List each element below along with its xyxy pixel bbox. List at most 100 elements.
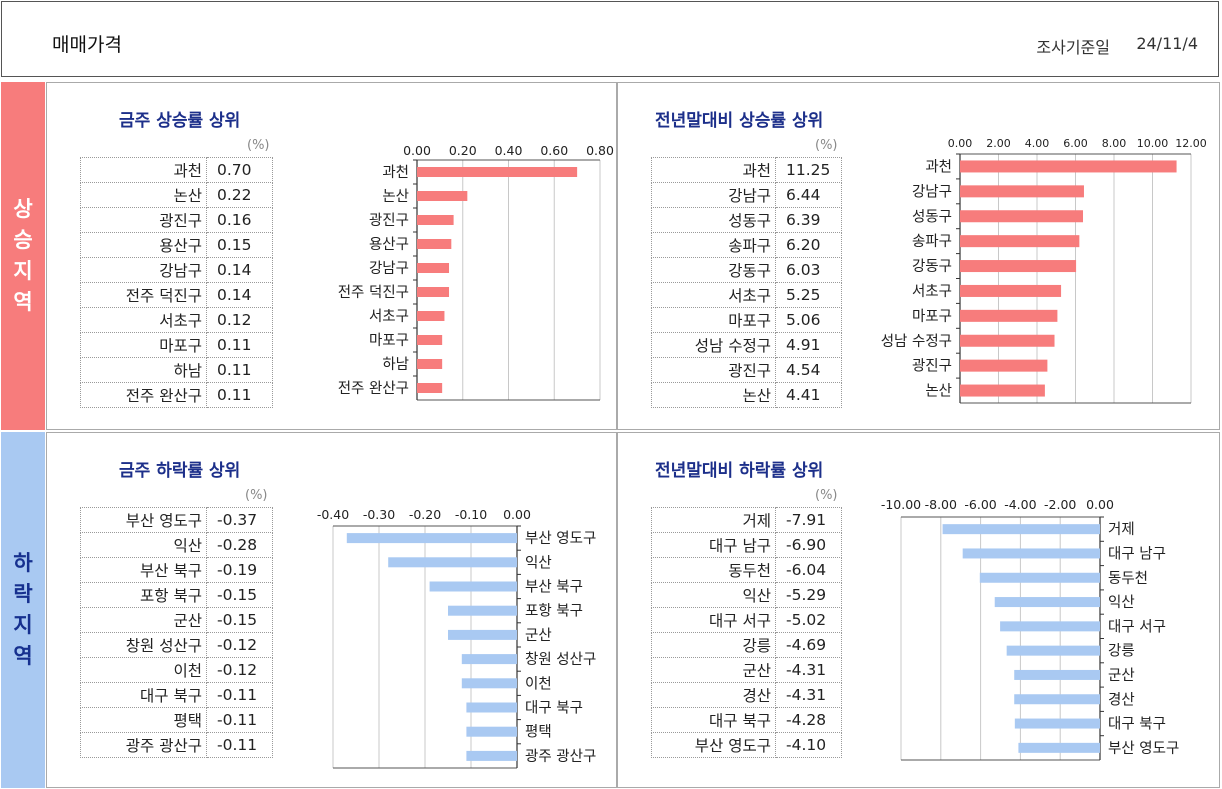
bar	[1006, 645, 1100, 656]
tick-label: 0.20	[449, 143, 477, 158]
change-rate: 0.22	[206, 182, 273, 208]
region-name: 과천	[651, 157, 776, 183]
change-rate: -4.31	[775, 657, 842, 683]
unit-label: (%)	[247, 138, 270, 153]
bar	[960, 160, 1177, 173]
table-row: 대구 북구 -0.11	[80, 682, 273, 708]
bar	[417, 311, 445, 321]
region-name: 익산	[80, 532, 207, 558]
tick-label: 8.00	[1102, 137, 1127, 150]
bar	[388, 557, 517, 568]
change-rate: 0.11	[206, 332, 273, 358]
rising-label-char: 상	[13, 197, 33, 221]
region-name: 강릉	[651, 632, 776, 658]
table-row: 강남구 6.44	[651, 182, 842, 208]
bar	[960, 334, 1055, 347]
rising-region-label: 상 승 지 역	[1, 82, 45, 430]
bar	[994, 597, 1100, 608]
table-row: 포항 북구 -0.15	[80, 582, 273, 608]
survey-date-value: 24/11/4	[1136, 34, 1198, 53]
tick-label: 4.00	[1025, 137, 1050, 150]
region-name: 군산	[80, 607, 207, 633]
ranking-table: 과천 0.70 논산 0.22 광진구 0.16 용산구 0.15 강남구 0.14 전주 덕진구 0…	[80, 157, 273, 408]
category-label: 논산	[925, 383, 952, 400]
region-name: 군산	[651, 657, 776, 683]
falling-label-char: 역	[13, 644, 33, 668]
tick-label: 0.80	[586, 143, 614, 158]
change-rate: 0.11	[206, 382, 273, 408]
bar	[417, 335, 443, 345]
category-label: 마포구	[369, 332, 409, 349]
change-rate: 0.12	[206, 307, 273, 333]
tick-label: 12.00	[1175, 137, 1207, 150]
table-row: 거제 -7.91	[651, 507, 842, 533]
bar	[960, 260, 1077, 273]
change-rate: 6.44	[775, 182, 842, 208]
table-row: 서초구 0.12	[80, 307, 273, 333]
region-name: 서초구	[80, 307, 207, 333]
bar	[960, 284, 1062, 297]
unit-label: (%)	[815, 138, 838, 153]
tick-label: 0.60	[540, 143, 568, 158]
table-row: 평택 -0.11	[80, 707, 273, 733]
region-name: 강동구	[651, 257, 776, 283]
change-rate: 4.91	[775, 332, 842, 358]
category-label: 익산	[1108, 594, 1135, 611]
change-rate: -0.15	[206, 582, 273, 608]
bar	[960, 384, 1045, 397]
category-label: 대구 북구	[1108, 716, 1166, 733]
category-label: 부산 영도구	[525, 530, 596, 547]
change-rate: 0.16	[206, 207, 273, 233]
bar	[466, 750, 517, 761]
rising-label-char: 지	[13, 259, 33, 283]
bar	[1014, 669, 1100, 680]
category-label: 마포구	[912, 308, 952, 325]
bar	[346, 533, 517, 544]
region-name: 부산 영도구	[651, 732, 776, 758]
tick-label: -6.00	[964, 497, 996, 512]
region-name: 창원 성산구	[80, 632, 207, 658]
table-row: 용산구 0.15	[80, 232, 273, 258]
table-row: 광주 광산구 -0.11	[80, 732, 273, 758]
bar	[417, 383, 443, 393]
table-row: 광진구 0.16	[80, 207, 273, 233]
table-row: 마포구 0.11	[80, 332, 273, 358]
bar	[417, 191, 468, 201]
ranking-table: 과천 11.25 강남구 6.44 성동구 6.39 송파구 6.20 강동구 6.03 서초구 5.…	[651, 157, 842, 408]
region-name: 경산	[651, 682, 776, 708]
change-rate: -4.28	[775, 707, 842, 733]
tick-label: -0.20	[409, 507, 441, 522]
report-title: 매매가격	[52, 34, 122, 56]
falling-label-char: 지	[13, 613, 33, 637]
table-row: 익산 -0.28	[80, 532, 273, 558]
bar	[979, 572, 1100, 583]
region-name: 거제	[651, 507, 776, 533]
category-label: 이천	[525, 675, 552, 692]
category-label: 대구 서구	[1108, 618, 1166, 635]
panel-title: 전년말대비 하락률 상위	[655, 461, 824, 481]
report-header: 매매가격 조사기준일 24/11/4	[1, 1, 1219, 77]
bar	[960, 359, 1048, 372]
bar	[1014, 694, 1100, 705]
category-label: 대구 남구	[1108, 545, 1166, 562]
region-name: 대구 서구	[651, 607, 776, 633]
region-name: 광진구	[80, 207, 207, 233]
category-label: 군산	[1108, 667, 1135, 684]
tick-label: 10.00	[1137, 137, 1169, 150]
bar	[1014, 718, 1100, 729]
table-row: 논산 4.41	[651, 382, 842, 408]
tick-label: -8.00	[925, 497, 957, 512]
tick-label: 0.00	[1086, 497, 1114, 512]
change-rate: 4.41	[775, 382, 842, 408]
tick-label: -0.40	[317, 507, 349, 522]
bar	[417, 215, 454, 225]
category-label: 과천	[382, 164, 409, 181]
table-row: 대구 북구 -4.28	[651, 707, 842, 733]
table-row: 대구 서구 -5.02	[651, 607, 842, 633]
panel-title: 금주 상승률 상위	[119, 111, 241, 131]
change-rate: -4.10	[775, 732, 842, 758]
bar	[942, 524, 1100, 535]
category-label: 강남구	[369, 260, 409, 277]
